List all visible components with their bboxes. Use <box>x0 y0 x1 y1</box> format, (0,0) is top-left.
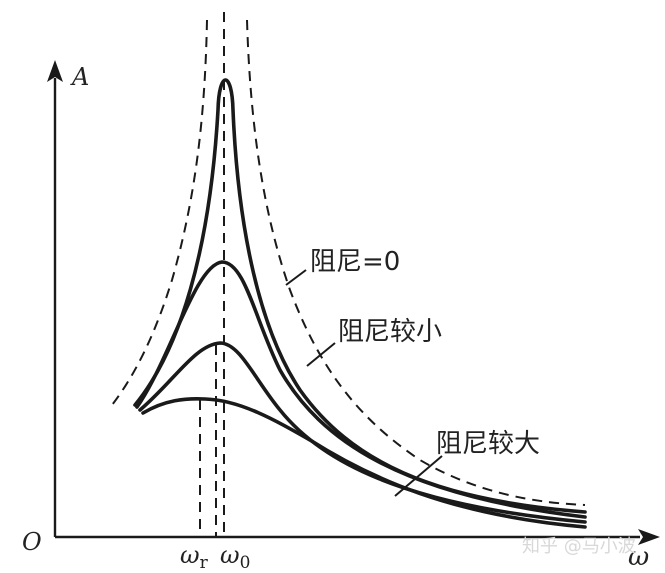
origin-label: O <box>22 528 42 556</box>
leader-small-damping <box>306 342 336 367</box>
zero-damping-curve <box>111 19 586 506</box>
curve-large-damping <box>141 396 587 529</box>
label-zero-damping: 阻尼=0 <box>310 247 400 277</box>
watermark: 知乎 @马小波 <box>522 536 636 557</box>
curve-small-damping <box>135 260 587 519</box>
axes <box>47 60 660 545</box>
response-curves <box>133 78 587 529</box>
tick-omega-r-sub: r <box>200 553 209 573</box>
x-axis-label: ω <box>628 542 649 572</box>
x-axis-arrow-icon <box>638 529 660 545</box>
reference-lines <box>199 12 225 537</box>
leader-large-damping <box>394 455 443 497</box>
tick-omega-0-base: ω <box>220 541 240 569</box>
label-large-damping: 阻尼较大 <box>436 429 540 459</box>
leader-zero-damping <box>285 269 307 286</box>
tick-omega-0: ω0 <box>220 541 250 573</box>
label-small-damping: 阻尼较小 <box>338 317 442 347</box>
tick-omega-0-sub: 0 <box>240 553 251 573</box>
tick-omega-r-base: ω <box>180 541 200 569</box>
tick-omega-r: ωr <box>180 541 209 573</box>
y-axis-label: A <box>70 63 89 91</box>
leader-lines <box>285 269 443 497</box>
y-axis-arrow-icon <box>47 60 63 82</box>
